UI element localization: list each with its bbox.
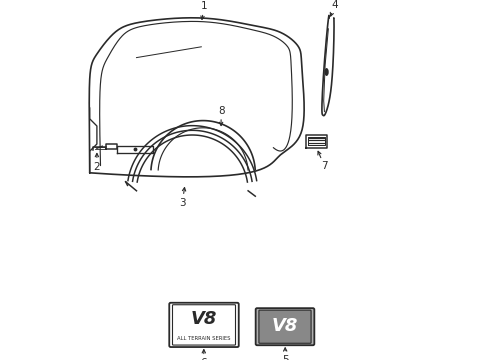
Text: 3: 3: [179, 198, 185, 208]
Text: V8: V8: [190, 310, 217, 328]
Text: 1: 1: [201, 1, 207, 11]
FancyBboxPatch shape: [172, 305, 235, 345]
Text: 8: 8: [217, 105, 224, 116]
Polygon shape: [321, 15, 333, 116]
FancyBboxPatch shape: [255, 308, 314, 345]
Text: V8: V8: [271, 317, 298, 335]
Ellipse shape: [324, 68, 328, 76]
Text: 7: 7: [321, 161, 327, 171]
Text: ALL TERRAIN SERIES: ALL TERRAIN SERIES: [177, 336, 230, 341]
Text: 4: 4: [331, 0, 338, 10]
Polygon shape: [89, 18, 304, 177]
Text: 5: 5: [281, 355, 288, 360]
FancyBboxPatch shape: [258, 310, 310, 343]
Text: 6: 6: [200, 358, 207, 360]
FancyBboxPatch shape: [169, 303, 238, 347]
Text: 2: 2: [93, 162, 100, 172]
